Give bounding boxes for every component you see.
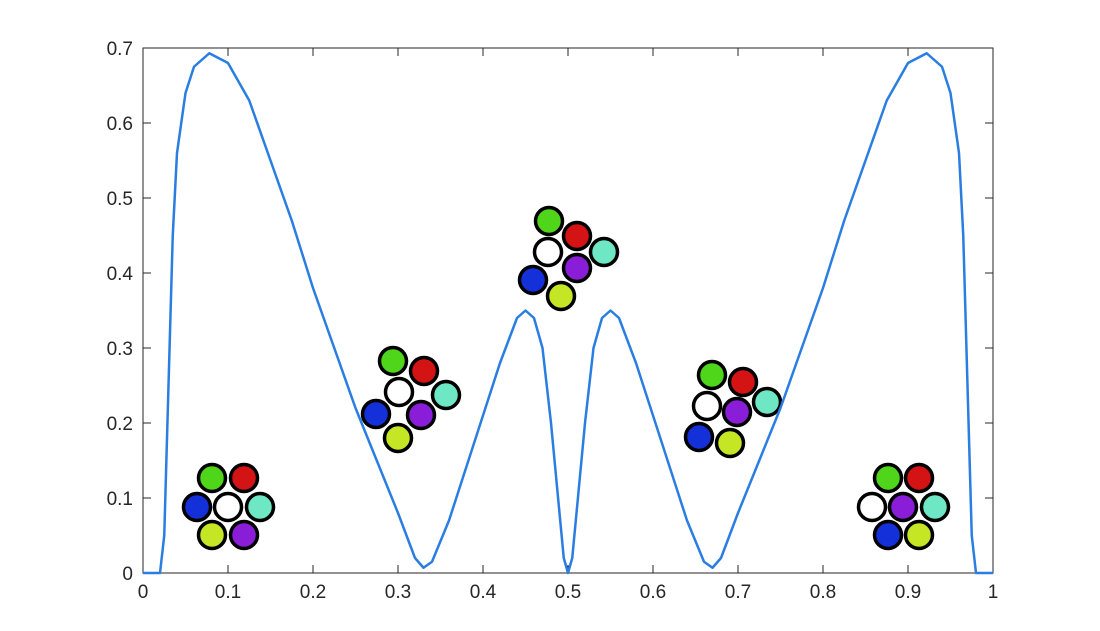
atom [696, 359, 728, 391]
atom [721, 396, 753, 428]
y-tick-label: 0.3 [107, 339, 133, 360]
atom [751, 386, 783, 418]
atom [212, 491, 244, 523]
molecule [683, 359, 783, 459]
atom [856, 491, 888, 523]
atom [360, 398, 392, 430]
atom [691, 390, 723, 422]
y-tick-label: 0.1 [107, 489, 133, 510]
molecule [360, 345, 462, 454]
x-tick-label: 0.3 [385, 582, 411, 603]
x-tick-label: 0 [138, 582, 149, 603]
atom [545, 280, 577, 312]
atom [588, 236, 620, 268]
atom [196, 519, 228, 551]
x-tick-label: 0.2 [300, 582, 326, 603]
y-tick-label: 0 [122, 564, 133, 585]
atom [244, 491, 276, 523]
x-tick-label: 0.7 [725, 582, 751, 603]
atom [228, 462, 260, 494]
atom [377, 345, 409, 377]
atom [181, 491, 213, 523]
atom [383, 376, 415, 408]
x-tick-label: 0.6 [640, 582, 666, 603]
atom [532, 236, 564, 268]
x-tick-label: 0.8 [810, 582, 836, 603]
atom [872, 462, 904, 494]
atom [714, 427, 746, 459]
atom [887, 491, 919, 523]
atom [919, 491, 951, 523]
x-tick-label: 0.9 [895, 582, 921, 603]
atom [228, 519, 260, 551]
atom [382, 422, 414, 454]
atom [533, 205, 565, 237]
atom [903, 519, 935, 551]
y-tick-label: 0.7 [107, 39, 133, 60]
atom [561, 252, 593, 284]
data-line [143, 52, 993, 575]
atom [430, 379, 462, 411]
atom [727, 366, 759, 398]
x-tick-label: 0.5 [555, 582, 581, 603]
molecule [517, 205, 620, 312]
y-tick-label: 0.5 [107, 189, 133, 210]
x-tick-label: 0.1 [215, 582, 241, 603]
molecule [856, 462, 951, 551]
molecule [181, 462, 276, 551]
atom [405, 399, 437, 431]
atom [517, 264, 549, 296]
atom [561, 220, 593, 252]
x-tick-label: 1 [988, 582, 999, 603]
x-tick-label: 0.4 [470, 582, 497, 603]
atom [903, 462, 935, 494]
atom [196, 462, 228, 494]
y-tick-label: 0.4 [107, 264, 134, 285]
y-tick-label: 0.6 [107, 114, 133, 135]
atom [408, 355, 440, 387]
y-tick-label: 0.2 [107, 414, 133, 435]
atom [683, 421, 715, 453]
atom [872, 519, 904, 551]
molecule-icons [181, 205, 951, 551]
